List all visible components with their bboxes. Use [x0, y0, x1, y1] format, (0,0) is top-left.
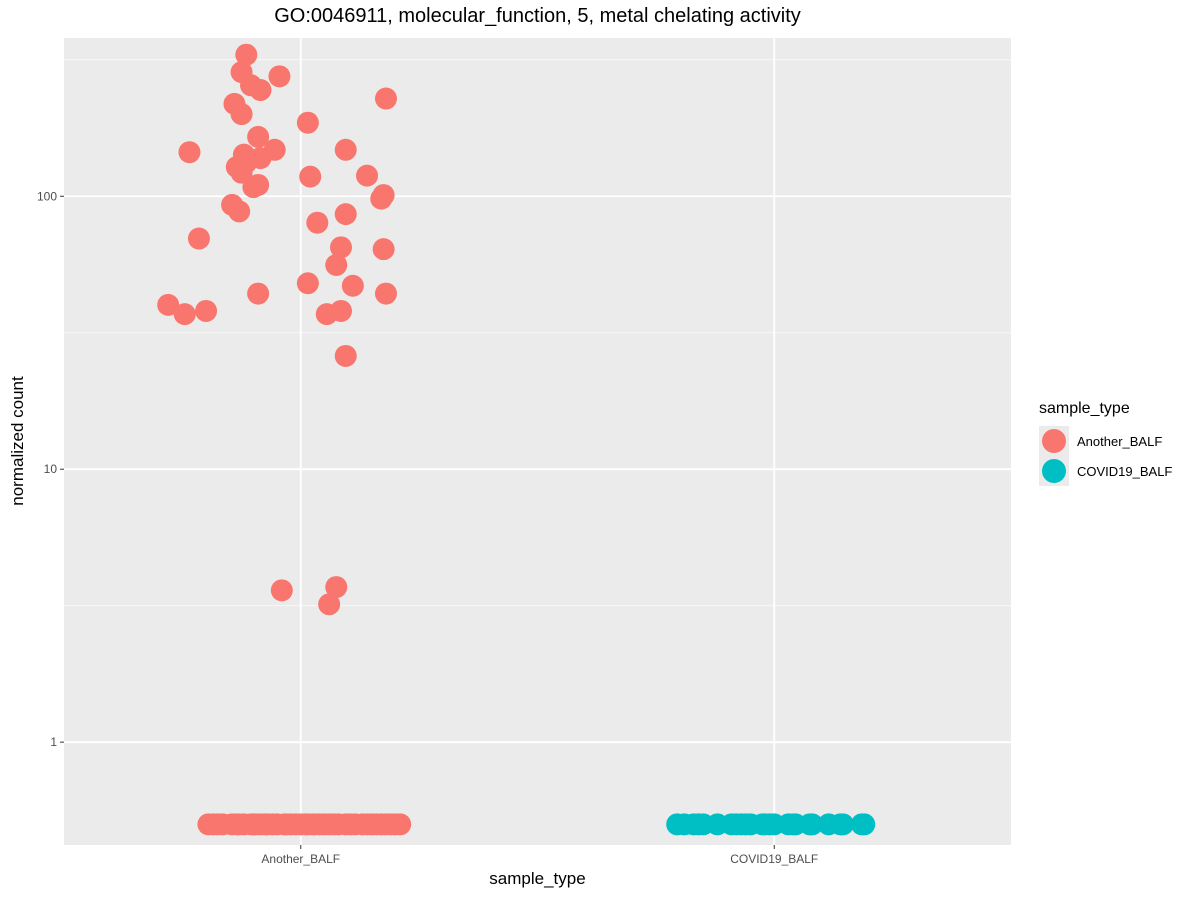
data-point [374, 87, 397, 110]
data-point [831, 813, 854, 836]
data-point [268, 65, 291, 88]
y-tick-label: 100 [37, 189, 57, 203]
data-point [173, 303, 196, 326]
legend-item-another-balf: Another_BALF [1039, 426, 1172, 456]
y-tick-label: 10 [44, 462, 58, 476]
plot-panel [64, 38, 1011, 845]
legend-key [1039, 426, 1069, 456]
data-point [296, 111, 319, 134]
data-point [329, 236, 352, 259]
data-point [306, 211, 329, 234]
data-points [157, 43, 876, 836]
data-point [247, 125, 270, 148]
legend-dot-another-balf [1042, 429, 1066, 453]
data-point [356, 164, 379, 187]
x-axis: Another_BALF COVID19_BALF [261, 845, 818, 866]
grid-minor [64, 59, 1011, 607]
data-point [318, 593, 341, 616]
data-point [334, 203, 357, 226]
data-point [389, 813, 412, 836]
data-point [157, 293, 180, 316]
legend-label: COVID19_BALF [1077, 463, 1173, 479]
data-point [270, 579, 293, 602]
data-point [249, 79, 272, 102]
data-point [296, 272, 319, 295]
chart-title: GO:0046911, molecular_function, 5, metal… [274, 5, 801, 27]
data-point [235, 43, 258, 66]
legend-dot-covid19-balf [1042, 459, 1066, 483]
data-point [187, 227, 210, 250]
legend-title: sample_type [1039, 400, 1130, 417]
data-point [370, 187, 393, 210]
x-tick-label: COVID19_BALF [730, 852, 818, 866]
y-axis-title: normalized count [8, 376, 27, 506]
data-point [247, 282, 270, 305]
data-point [242, 176, 265, 199]
legend-key [1039, 456, 1069, 486]
data-point [195, 299, 218, 322]
legend-label: Another_BALF [1077, 433, 1163, 449]
data-point [230, 103, 253, 126]
data-point [329, 299, 352, 322]
data-point [325, 253, 348, 276]
data-point [228, 200, 251, 223]
data-point [299, 165, 322, 188]
data-point [341, 274, 364, 297]
y-tick-label: 1 [50, 735, 57, 749]
data-point [178, 141, 201, 164]
y-axis: 1 10 100 [37, 189, 64, 749]
data-point [334, 138, 357, 161]
x-axis-title: sample_type [489, 869, 586, 888]
data-point [801, 813, 824, 836]
data-point [325, 576, 348, 599]
data-point [334, 344, 357, 367]
legend: sample_type Another_BALF COVID19_BALF [1039, 400, 1172, 486]
data-point [372, 238, 395, 261]
data-point [853, 813, 876, 836]
data-point [374, 282, 397, 305]
x-tick-label: Another_BALF [261, 852, 340, 866]
legend-item-covid19-balf: COVID19_BALF [1039, 456, 1172, 486]
